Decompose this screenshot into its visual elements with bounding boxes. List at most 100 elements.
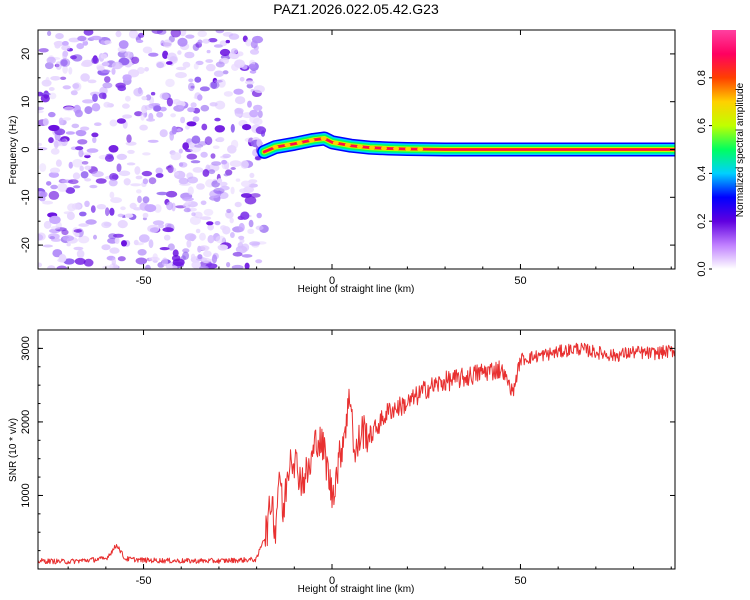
spectrogram-hotspot (332, 141, 339, 145)
spectrogram-noise-cell (135, 175, 143, 180)
spectrogram-noise-cell (92, 136, 97, 144)
spectrogram-noise-cell (197, 94, 203, 101)
spectrogram-noise-cell (92, 93, 98, 102)
spectrogram-noise-cell (42, 244, 53, 248)
spectrogram-noise-cell (176, 66, 187, 71)
spectrogram-noise-cell (244, 262, 250, 269)
colorbar-label: Normalized spectral amplitude (735, 82, 746, 217)
spectrogram-noise-cell (199, 216, 212, 221)
spectrogram-noise-cell (238, 235, 245, 240)
spectrogram-noise-cell (156, 62, 164, 69)
snr-y-tick-label: 1000 (20, 483, 32, 507)
spectrogram-noise-cell (178, 177, 189, 185)
spectrogram-noise-cell (207, 235, 215, 244)
spectrogram-noise-cell (222, 226, 231, 235)
spectrogram-y-tick-label: -10 (20, 189, 32, 205)
spectrogram-noise-cell (100, 53, 108, 59)
spectrogram-noise-cell (185, 200, 192, 205)
spectrogram-x-axis-label: Height of straight line (km) (298, 284, 415, 295)
spectrogram-noise-cell (197, 254, 203, 260)
spectrogram-noise-cell (102, 265, 115, 269)
spectrogram-noise-cell (239, 188, 248, 193)
spectrogram-hotspot (393, 146, 400, 151)
spectrogram-noise-cell (222, 153, 231, 159)
spectrogram-noise-cell (58, 117, 64, 126)
spectrogram-noise-cell (167, 164, 174, 174)
spectrogram-noise-cell (208, 38, 218, 43)
spectrogram-noise-cell (219, 181, 228, 187)
spectrogram-noise-cell (148, 52, 159, 57)
spectrogram-noise-cell (215, 61, 225, 68)
spectrogram-noise-cell (166, 97, 173, 107)
spectrogram-hotspot (381, 146, 387, 151)
spectrogram-noise-cell (77, 139, 88, 145)
spectrogram-noise-cell (94, 122, 102, 126)
spectrogram-noise-cell (214, 100, 226, 110)
spectrogram-noise-cell (111, 174, 119, 180)
spectrogram-hotspot (296, 140, 303, 145)
spectrogram-noise-cell (123, 178, 131, 186)
spectrogram-noise-cell (42, 118, 49, 126)
spectrogram-noise-cell (55, 159, 62, 167)
spectrogram-noise-cell (214, 117, 221, 122)
spectrogram-noise-cell (223, 173, 229, 177)
spectrogram-hotspot (405, 147, 412, 151)
spectrogram-noise-cell (104, 154, 115, 162)
spectrogram-y-tick-label: 0 (20, 146, 32, 152)
colorbar-tick-label: 0.8 (696, 70, 708, 85)
spectrogram-noise-cell (184, 233, 197, 241)
spectrogram-noise-cell (229, 160, 242, 168)
spectrogram-noise-cell (61, 44, 71, 51)
spectrogram-hotspot (344, 143, 351, 148)
snr-axes: -50 0 50 1000 2000 3000 (20, 329, 675, 587)
spectrogram-noise-cell (93, 234, 97, 240)
spectrogram-noise-cell (110, 197, 122, 204)
spectrogram-noise-cell (190, 160, 201, 164)
spectrogram-noise-cell (65, 131, 75, 135)
spectrogram-noise-cell (142, 178, 149, 185)
spectrogram-noise-cell (215, 30, 224, 34)
spectrogram-noise-cell (159, 129, 168, 138)
spectrogram-noise-cell (197, 30, 207, 37)
spectrogram-noise-cell (108, 179, 118, 187)
spectrogram-noise-cell (73, 246, 84, 251)
spectrogram-noise-cell (200, 200, 207, 206)
spectrogram-noise-cell (67, 203, 76, 212)
spectrogram-noise-cell (195, 228, 201, 234)
spectrogram-noise-cell (117, 256, 126, 262)
spectrogram-noise-cell (81, 152, 93, 156)
spectrogram-noise-cell (101, 62, 110, 67)
spectrogram-y-tick-label: 10 (20, 96, 32, 108)
spectrogram-noise-cell (162, 50, 169, 59)
spectrogram-noise-cell (172, 249, 179, 257)
spectrogram-noise-cell (214, 221, 221, 226)
spectrogram-noise-cell (91, 103, 101, 112)
spectrogram-noise-cell (136, 39, 144, 43)
spectrogram-noise-cell (68, 67, 73, 75)
spectrogram-noise-cell (89, 184, 98, 189)
spectrogram-noise-cell (74, 232, 80, 238)
spectrogram-noise-cell (162, 39, 172, 48)
spectrogram-noise-cell (182, 61, 191, 68)
spectrogram-noise-cell (203, 250, 212, 258)
colorbar-ticks: 0.0 0.2 0.4 0.6 0.8 (696, 70, 712, 277)
chart-title: PAZ1.2026.022.05.42.G23 (273, 1, 439, 17)
spectrogram-noise-cell (113, 233, 124, 238)
spectrogram-noise-cell (62, 117, 71, 121)
spectrogram-noise-cell (182, 248, 190, 253)
spectrogram-noise-cell (96, 204, 107, 210)
spectrogram-noise-cell (109, 191, 115, 199)
spectrogram-noise-cell (72, 172, 81, 180)
spectrogram-noise-cell (199, 265, 209, 269)
spectrogram-y-axis-label: Frequency (Hz) (8, 116, 19, 185)
spectrogram-noise-cell (49, 167, 61, 174)
spectrogram-noise-cell (152, 220, 165, 226)
spectrogram-noise-cell (249, 241, 261, 246)
spectrogram-noise-cell (108, 145, 119, 153)
spectrogram-noise-cell (136, 189, 142, 194)
spectrogram-noise-cell (109, 207, 115, 216)
spectrogram-noise-cell (134, 242, 145, 246)
spectrogram-noise-cell (78, 235, 90, 244)
spectrogram-noise-cell (84, 106, 93, 115)
spectrogram-noise-cell (111, 61, 123, 70)
